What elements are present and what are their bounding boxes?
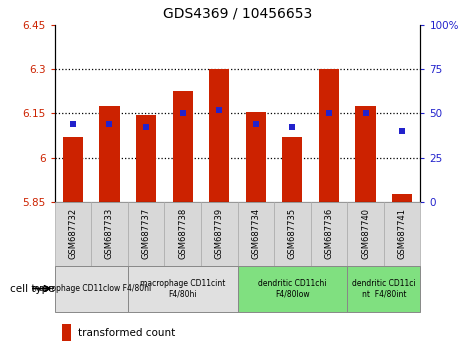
Text: macrophage CD11clow F4/80hi: macrophage CD11clow F4/80hi bbox=[31, 284, 151, 293]
FancyBboxPatch shape bbox=[55, 202, 91, 266]
Title: GDS4369 / 10456653: GDS4369 / 10456653 bbox=[163, 7, 312, 21]
Bar bbox=[136, 115, 156, 202]
Text: GSM687734: GSM687734 bbox=[251, 208, 260, 259]
Text: GSM687732: GSM687732 bbox=[68, 208, 77, 259]
Text: GSM687741: GSM687741 bbox=[398, 208, 407, 259]
Text: dendritic CD11ci
nt  F4/80int: dendritic CD11ci nt F4/80int bbox=[352, 279, 416, 298]
Point bbox=[216, 107, 223, 113]
Point bbox=[252, 121, 259, 127]
Bar bbox=[62, 324, 71, 341]
Bar bbox=[172, 91, 193, 202]
FancyBboxPatch shape bbox=[164, 202, 201, 266]
Text: GSM687736: GSM687736 bbox=[324, 208, 333, 259]
Text: GSM687737: GSM687737 bbox=[142, 208, 151, 259]
Bar bbox=[209, 69, 229, 202]
FancyBboxPatch shape bbox=[201, 202, 238, 266]
FancyBboxPatch shape bbox=[384, 202, 420, 266]
Text: macrophage CD11cint
F4/80hi: macrophage CD11cint F4/80hi bbox=[140, 279, 225, 298]
Point bbox=[105, 121, 113, 127]
Text: GSM687735: GSM687735 bbox=[288, 208, 297, 259]
Text: dendritic CD11chi
F4/80low: dendritic CD11chi F4/80low bbox=[258, 279, 327, 298]
Bar bbox=[63, 137, 83, 202]
FancyBboxPatch shape bbox=[347, 266, 420, 312]
Bar bbox=[392, 194, 412, 202]
FancyBboxPatch shape bbox=[55, 266, 128, 312]
Point bbox=[325, 110, 332, 116]
FancyBboxPatch shape bbox=[238, 202, 274, 266]
FancyBboxPatch shape bbox=[274, 202, 311, 266]
Text: GSM687733: GSM687733 bbox=[105, 208, 114, 259]
Text: transformed count: transformed count bbox=[78, 327, 176, 338]
Bar bbox=[246, 112, 266, 202]
FancyBboxPatch shape bbox=[128, 202, 164, 266]
FancyBboxPatch shape bbox=[311, 202, 347, 266]
Text: GSM687740: GSM687740 bbox=[361, 208, 370, 259]
Text: GSM687739: GSM687739 bbox=[215, 208, 224, 259]
FancyBboxPatch shape bbox=[238, 266, 347, 312]
Bar bbox=[319, 69, 339, 202]
Point bbox=[289, 125, 296, 130]
Bar bbox=[355, 106, 376, 202]
FancyBboxPatch shape bbox=[347, 202, 384, 266]
Text: cell type: cell type bbox=[10, 284, 54, 293]
FancyBboxPatch shape bbox=[128, 266, 238, 312]
Point bbox=[398, 128, 406, 134]
Bar bbox=[99, 106, 120, 202]
Text: GSM687738: GSM687738 bbox=[178, 208, 187, 259]
Point bbox=[179, 110, 186, 116]
Bar bbox=[282, 137, 303, 202]
Point bbox=[362, 110, 370, 116]
Point bbox=[142, 125, 150, 130]
FancyBboxPatch shape bbox=[91, 202, 128, 266]
Point bbox=[69, 121, 77, 127]
